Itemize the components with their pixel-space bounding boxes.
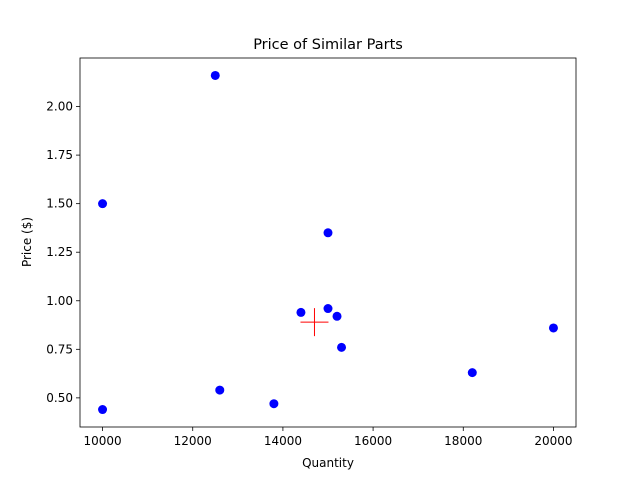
x-tick-label: 18000 <box>444 434 482 448</box>
y-tick-label: 1.75 <box>46 148 73 162</box>
y-axis: 0.50 0.75 1.00 1.25 1.50 1.75 2.00 <box>46 100 80 405</box>
y-tick-label: 2.00 <box>46 100 73 114</box>
data-point <box>323 228 333 238</box>
x-axis-label: Quantity <box>302 456 354 470</box>
x-tick-label: 10000 <box>83 434 121 448</box>
data-point <box>323 304 333 314</box>
data-point <box>467 368 477 378</box>
x-tick-label: 16000 <box>354 434 392 448</box>
data-point <box>269 399 279 409</box>
x-tick-label: 14000 <box>264 434 302 448</box>
plot-frame <box>79 57 577 428</box>
y-axis-label: Price ($) <box>20 217 34 267</box>
data-points <box>98 70 558 415</box>
data-point <box>210 70 220 80</box>
data-point <box>548 323 558 333</box>
y-tick-label: 1.00 <box>46 294 73 308</box>
y-tick-label: 1.50 <box>46 197 73 211</box>
x-tick-label: 12000 <box>174 434 212 448</box>
y-tick-label: 0.50 <box>46 391 73 405</box>
data-point <box>337 342 347 352</box>
data-point <box>296 307 306 317</box>
data-point <box>98 405 108 415</box>
x-tick-label: 20000 <box>534 434 572 448</box>
data-point <box>98 199 108 209</box>
data-point <box>332 311 342 321</box>
y-tick-label: 1.25 <box>46 245 73 259</box>
y-tick-label: 0.75 <box>46 342 73 356</box>
chart-title: Price of Similar Parts <box>253 37 403 53</box>
highlight-plus-marker <box>300 308 329 337</box>
x-axis: 10000 12000 14000 16000 18000 20000 <box>83 427 573 448</box>
data-point <box>215 385 225 395</box>
